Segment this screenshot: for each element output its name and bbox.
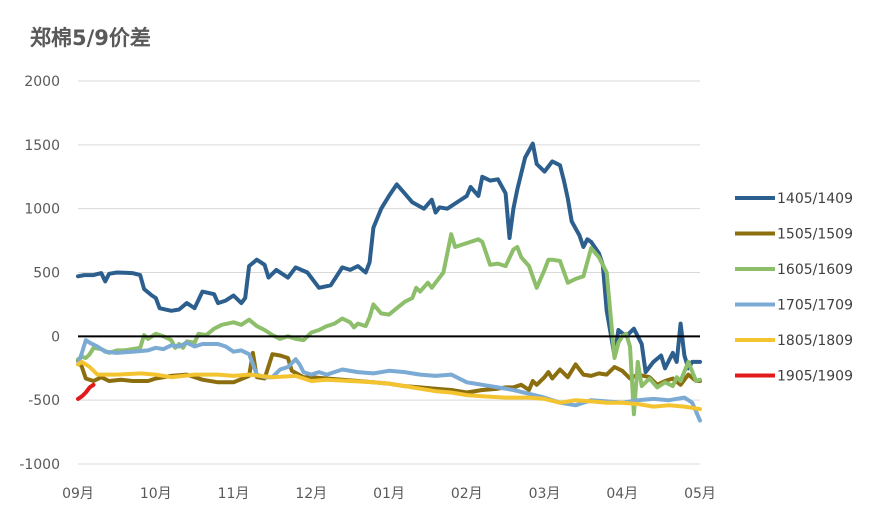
series-line-1605-1609 (76, 232, 702, 417)
x-tick-label: 04月 (606, 486, 638, 502)
y-tick-label: 500 (33, 266, 60, 282)
chart-title: 郑棉5/9价差 (30, 26, 151, 50)
x-tick-label: 12月 (295, 486, 327, 502)
x-tick-label: 09月 (62, 486, 94, 502)
x-tick-label: 05月 (684, 486, 716, 502)
y-tick-label: 2000 (24, 74, 60, 90)
series-line-1705-1709 (76, 338, 702, 423)
series-line-1405-1409 (76, 141, 702, 375)
legend-label: 1405/1409 (777, 191, 853, 207)
x-tick-label: 01月 (373, 486, 405, 502)
y-tick-label: -500 (28, 393, 60, 409)
y-tick-label: 1500 (24, 138, 60, 154)
legend-label: 1505/1509 (777, 227, 853, 243)
y-tick-label: 1000 (24, 202, 60, 218)
legend-label: 1805/1809 (777, 333, 853, 349)
x-tick-label: 10月 (140, 486, 172, 502)
series-line-1905-1909 (76, 382, 96, 401)
legend-label: 1605/1609 (777, 262, 853, 278)
legend-label: 1905/1909 (777, 369, 853, 385)
x-tick-label: 03月 (529, 486, 561, 502)
x-tick-label: 11月 (218, 486, 250, 502)
y-tick-label: 0 (51, 329, 60, 345)
series-line-1805-1809 (76, 359, 702, 412)
x-tick-label: 02月 (451, 486, 483, 502)
y-tick-label: -1000 (19, 457, 60, 473)
legend-label: 1705/1709 (777, 298, 853, 314)
